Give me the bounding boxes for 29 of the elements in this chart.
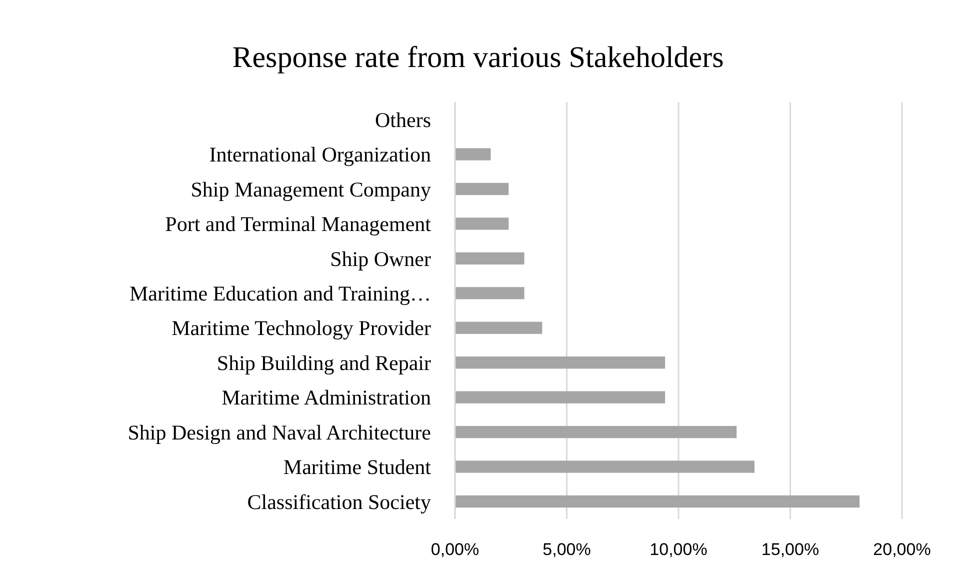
y-tick-label: Ship Owner bbox=[330, 246, 431, 271]
y-tick-label: Classification Society bbox=[247, 490, 432, 514]
bar bbox=[455, 356, 666, 369]
bar bbox=[455, 426, 737, 438]
x-tick-label: 5,00% bbox=[542, 540, 591, 559]
bar bbox=[455, 148, 491, 160]
bar bbox=[455, 218, 509, 230]
y-tick-label: Ship Design and Naval Architecture bbox=[128, 420, 431, 444]
bar bbox=[455, 287, 524, 300]
chart-title: Response rate from various Stakeholders bbox=[232, 41, 724, 74]
x-tick-label: 15,00% bbox=[761, 540, 820, 559]
bar bbox=[455, 495, 860, 508]
y-tick-label: Maritime Administration bbox=[222, 386, 432, 410]
x-tick-label: 20,00% bbox=[873, 540, 931, 559]
bar bbox=[455, 182, 509, 196]
y-tick-label: International Organization bbox=[209, 142, 432, 167]
y-tick-label: Maritime Education and Training… bbox=[129, 281, 431, 306]
y-tick-label: Maritime Student bbox=[283, 455, 432, 480]
y-tick-label: Ship Building and Repair bbox=[216, 350, 431, 375]
bar bbox=[455, 460, 754, 473]
x-tick-label: 0,00% bbox=[430, 540, 480, 559]
bar bbox=[455, 391, 666, 404]
y-tick-label: Others bbox=[375, 108, 431, 132]
y-tick-label: Maritime Technology Provider bbox=[172, 316, 431, 340]
y-tick-label: Ship Management Company bbox=[190, 177, 432, 202]
y-tick-label: Port and Terminal Management bbox=[165, 212, 432, 236]
x-tick-label: 10,00% bbox=[650, 540, 708, 559]
bar bbox=[455, 252, 524, 264]
bar bbox=[455, 322, 542, 334]
